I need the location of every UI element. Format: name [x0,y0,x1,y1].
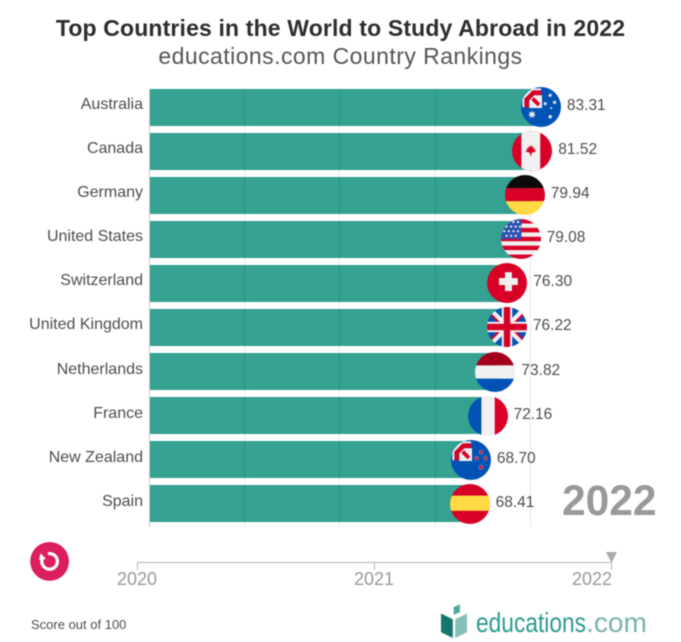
svg-text:educations: educations [476,607,586,638]
svg-text:.com: .com [586,607,647,638]
